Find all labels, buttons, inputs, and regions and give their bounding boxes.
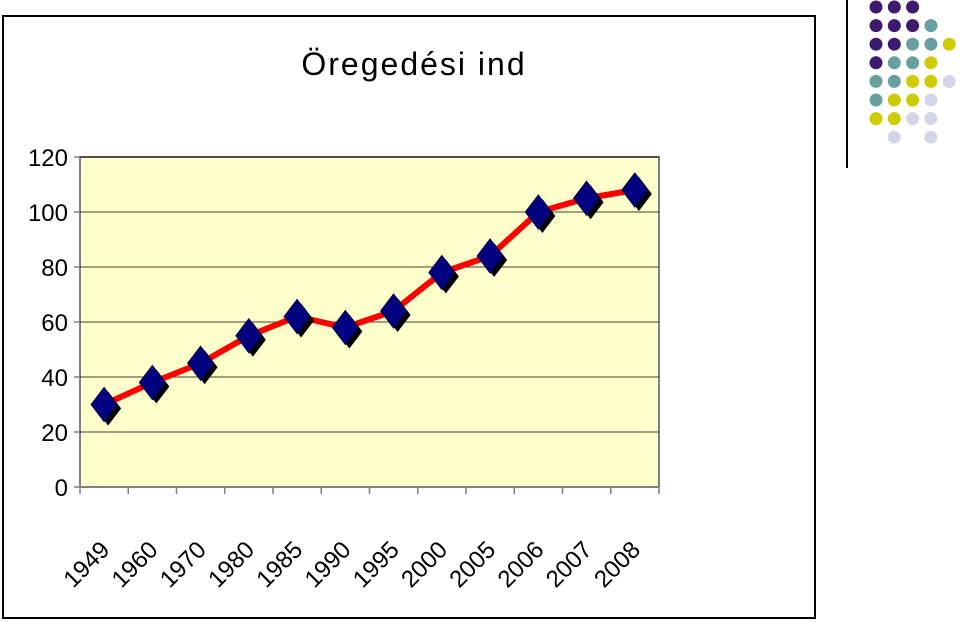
decor-dot — [942, 37, 956, 51]
y-tick-label: 80 — [41, 255, 68, 282]
y-tick-label: 100 — [28, 200, 68, 227]
y-tick-label: 40 — [41, 365, 68, 392]
chart-frame — [2, 15, 816, 619]
data-point — [572, 180, 601, 217]
decor-dot — [906, 37, 920, 51]
decor-dot — [887, 37, 901, 51]
decor-dot — [906, 0, 920, 14]
decor-dot — [869, 112, 883, 126]
data-point — [283, 298, 311, 335]
decor-dot — [869, 0, 883, 14]
decor-dot — [924, 19, 938, 33]
data-point — [90, 386, 118, 423]
data-point — [186, 345, 215, 382]
decor-dot — [906, 93, 920, 107]
y-tick-label: 120 — [28, 145, 68, 172]
decor-dot — [906, 19, 920, 33]
decor-dot — [924, 37, 938, 51]
decor-dot — [924, 74, 938, 88]
decor-dot — [924, 93, 938, 107]
decorative-divider — [846, 0, 848, 168]
decor-dot — [869, 56, 883, 70]
data-point — [138, 364, 167, 401]
decor-dot — [924, 130, 938, 144]
data-point — [235, 317, 263, 354]
data-point — [428, 254, 456, 291]
decor-dot — [869, 74, 883, 88]
decor-dot — [942, 74, 956, 88]
decor-dot — [906, 56, 920, 70]
decor-dot — [887, 74, 901, 88]
y-tick-label: 60 — [41, 310, 68, 337]
decor-dot — [869, 93, 883, 107]
decor-dot — [887, 112, 901, 126]
decor-dot — [906, 74, 920, 88]
decor-dot — [906, 112, 920, 126]
decor-dot — [924, 56, 938, 70]
data-point — [621, 172, 649, 208]
y-tick-label: 0 — [55, 475, 68, 502]
data-point — [524, 194, 553, 230]
decor-dot — [887, 93, 901, 107]
decor-dot — [887, 130, 901, 144]
decor-dot — [887, 0, 901, 14]
decor-dot — [924, 112, 938, 126]
data-point — [379, 293, 408, 329]
data-point — [476, 238, 504, 274]
decor-dot — [887, 56, 901, 70]
y-tick-label: 20 — [41, 420, 68, 447]
decor-dot — [869, 37, 883, 51]
chart-title: Öregedési ind — [301, 46, 526, 82]
decor-dot — [869, 19, 883, 33]
decor-dot — [887, 19, 901, 33]
data-point — [331, 309, 360, 346]
